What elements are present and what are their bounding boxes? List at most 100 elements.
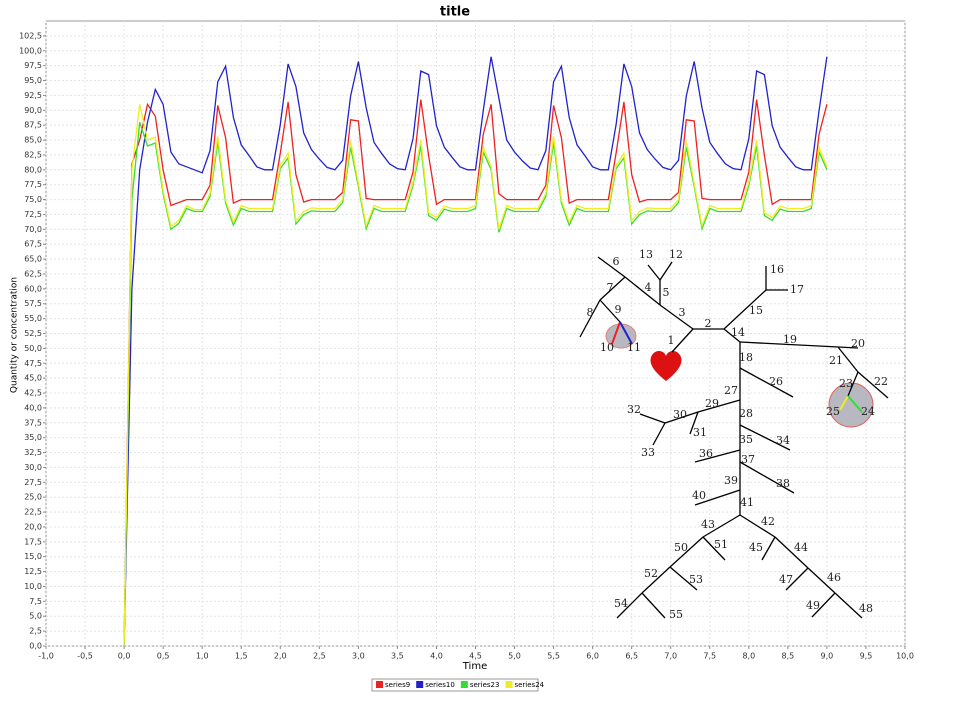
y-axis-label: Quantity or concentration (10, 277, 20, 393)
tree-edge-colored (619, 321, 633, 345)
tree-edge (811, 592, 836, 618)
node-label: 30 (673, 408, 687, 421)
tree-edge (837, 346, 859, 373)
node-label: 47 (779, 573, 793, 586)
tree-edge (694, 449, 741, 463)
x-tick-label: 8,5 (781, 652, 794, 661)
y-tick-label: 65,0 (24, 255, 42, 264)
node-label: 29 (705, 397, 719, 410)
tree-edge (659, 304, 694, 330)
y-tick-label: 42,5 (24, 389, 42, 398)
legend-label: series24 (514, 681, 544, 689)
tree-edge (641, 592, 666, 619)
tree-edge (723, 328, 741, 343)
y-tick-label: 80,0 (24, 165, 42, 174)
tree-edge (694, 489, 741, 506)
chart-title: title (440, 5, 470, 20)
node-label: 27 (724, 384, 738, 397)
tree-edge (624, 276, 661, 306)
node-label: 22 (874, 375, 888, 388)
node-label: 10 (600, 341, 614, 354)
y-tick-label: 60,0 (24, 284, 42, 293)
x-tick-label: 9,0 (821, 652, 834, 661)
y-tick-label: 5,0 (29, 612, 42, 621)
tree-edge (739, 367, 794, 398)
node-label: 32 (627, 403, 641, 416)
node-label: 53 (689, 573, 703, 586)
node-label: 34 (776, 434, 790, 447)
series-line (123, 99, 828, 647)
node-label: 33 (641, 446, 655, 459)
y-tick-label: 50,0 (24, 344, 42, 353)
tree-edge (857, 371, 889, 399)
x-tick-label: 0,0 (118, 652, 131, 661)
tree-edge (739, 424, 791, 451)
y-tick-label: 35,0 (24, 433, 42, 442)
x-tick-label: -0,5 (77, 652, 93, 661)
tree-edge (761, 536, 776, 561)
node-label: 4 (645, 281, 652, 294)
x-tick-label: 4,5 (469, 652, 482, 661)
legend-label: series9 (385, 681, 410, 689)
series-line (123, 104, 828, 647)
legend-label: series23 (470, 681, 500, 689)
tree-edge (664, 411, 699, 424)
y-tick-label: 62,5 (24, 269, 42, 278)
y-tick-label: 12,5 (24, 567, 42, 576)
node-label: 38 (776, 477, 790, 490)
node-label: 28 (739, 407, 753, 420)
node-label: 41 (740, 496, 754, 509)
y-tick-label: 70,0 (24, 225, 42, 234)
node-label: 23 (839, 377, 853, 390)
tree-edge-colored (847, 395, 863, 413)
tree-edge (597, 256, 626, 278)
node-label: 16 (770, 263, 784, 276)
compartment (828, 382, 874, 428)
node-label: 49 (806, 599, 820, 612)
node-label: 54 (614, 597, 628, 610)
tree-edge-colored (839, 395, 849, 411)
y-tick-label: 75,0 (24, 195, 42, 204)
node-label: 51 (714, 538, 728, 551)
y-tick-label: 17,5 (24, 537, 42, 546)
tree-edge (847, 371, 859, 397)
node-label: 50 (674, 541, 688, 554)
series-line (123, 121, 828, 647)
node-label: 12 (669, 248, 683, 261)
tree-edge (739, 461, 795, 494)
y-tick-label: 45,0 (24, 374, 42, 383)
tree-edge (669, 566, 698, 591)
y-tick-label: 0,0 (29, 642, 42, 651)
y-tick-label: 67,5 (24, 240, 42, 249)
node-label: 5 (663, 286, 670, 299)
x-tick-label: 0,5 (157, 652, 170, 661)
legend-swatch (376, 681, 383, 688)
node-label: 36 (699, 447, 713, 460)
y-tick-label: 90,0 (24, 106, 42, 115)
x-tick-label: 5,0 (508, 652, 521, 661)
node-label: 37 (741, 453, 755, 466)
x-tick-label: 1,0 (196, 652, 209, 661)
tree-edge (702, 536, 726, 561)
y-tick-label: 72,5 (24, 210, 42, 219)
tree-edge (579, 299, 601, 338)
y-tick-label: 32,5 (24, 448, 42, 457)
node-label: 48 (859, 602, 873, 615)
tree-edge (599, 276, 626, 301)
node-label: 24 (861, 405, 875, 418)
y-tick-label: 15,0 (24, 552, 42, 561)
y-tick-label: 47,5 (24, 359, 42, 368)
x-tick-label: 9,5 (860, 652, 873, 661)
tree-edge (702, 514, 741, 538)
y-tick-label: 92,5 (24, 91, 42, 100)
x-tick-label: 8,0 (742, 652, 755, 661)
y-tick-label: 87,5 (24, 121, 42, 130)
y-tick-label: 95,0 (24, 76, 42, 85)
y-tick-label: 100,0 (19, 46, 42, 55)
x-axis-label: Time (462, 661, 487, 672)
legend-swatch (416, 681, 424, 688)
y-tick-label: 57,5 (24, 299, 42, 308)
node-label: 40 (692, 489, 706, 502)
node-label: 44 (794, 541, 808, 554)
